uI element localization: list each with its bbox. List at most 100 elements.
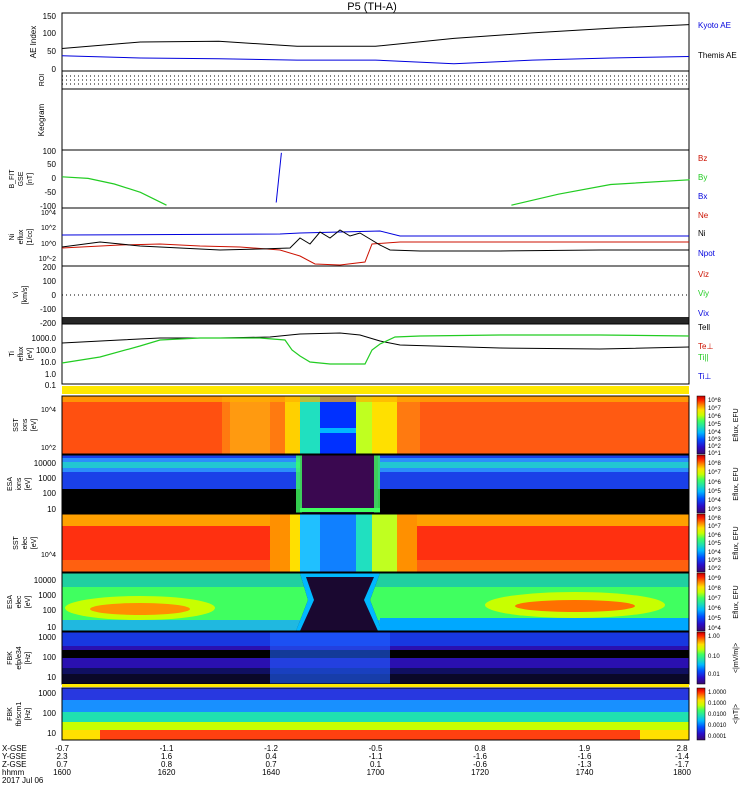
temperature-ylabel-2: eflux [18, 346, 25, 361]
sst-ions-cbar-1e8: 10^8 [708, 398, 721, 404]
fbk-b-cbar-0.1: 0.1000 [708, 701, 727, 707]
sst-elec-cbar-1e8: 10^8 [708, 516, 721, 522]
esa-elec-cbar-label: Eflux, EFU [733, 585, 740, 618]
tick-x-5: 1.9 [579, 744, 591, 753]
tick-z-4: -0.6 [473, 760, 487, 769]
tick-x-6: 2.8 [676, 744, 688, 753]
density-tick-1e0: 10^0 [41, 241, 56, 248]
temperature-tick-1: 1.0 [45, 370, 57, 379]
esa-ions-cbar-1e7: 10^7 [708, 470, 721, 476]
esa-elec-cbar-1e6: 10^6 [708, 606, 721, 612]
legend-vix: Vix [698, 309, 709, 318]
fbk-b-cbar-0.0001: 0.0001 [708, 734, 727, 740]
axis-row-z: Z-GSE [2, 760, 26, 769]
esa-ions-tick-1000: 1000 [38, 474, 56, 483]
tick-y-6: -1.4 [675, 752, 689, 761]
legend-kyoto-ae: Kyoto AE [698, 21, 731, 30]
tick-t-0: 1600 [53, 768, 71, 777]
tick-t-6: 1800 [673, 768, 691, 777]
tick-z-3: 0.1 [370, 760, 382, 769]
fbk-e-cbar-label: <|mV/m|> [733, 643, 740, 673]
esa-ions-cbar-1e3: 10^3 [708, 507, 721, 513]
sst-ions-tick-1e2: 10^2 [41, 445, 56, 452]
fbk-e-colorbar [696, 631, 706, 685]
ae-tick-100: 100 [43, 29, 57, 38]
sst-ions-panel: SST ions [eV] 10^4 10^2 10^8 10^7 10^6 1… [13, 395, 740, 457]
fbk-b-cbar-label: <|nT|> [733, 704, 740, 724]
sst-elec-cbar-1e2: 10^2 [708, 566, 721, 572]
density-tick-1e2: 10^2 [41, 225, 56, 232]
fbk-e-panel: FBK efp/e34 [Hz] 1000 100 10 1.00 0.10 0… [7, 631, 740, 685]
tick-x-0: -0.7 [55, 744, 69, 753]
esa-ions-ylabel-2: ions [16, 477, 23, 490]
axis-row-y: Y-GSE [2, 752, 26, 761]
esa-elec-tick-1000: 1000 [38, 591, 56, 600]
sst-elec-cbar-1e4: 10^4 [708, 550, 721, 556]
tick-column-5: 1.9 -1.6 -1.3 1740 [576, 744, 594, 777]
esa-ions-ylabel-1: ESA [7, 477, 14, 491]
bfit-ylabel-1: B_FIT [9, 169, 16, 189]
esa-elec-ylabel-1: ESA [7, 595, 14, 609]
fbk-b-ylabel-3: [Hz] [25, 708, 32, 721]
tick-column-1: -1.1 1.6 0.8 1620 [158, 744, 176, 777]
bfit-tick-100: 100 [43, 147, 57, 156]
sst-elec-cbar-1e5: 10^5 [708, 541, 721, 547]
tick-y-5: -1.6 [578, 752, 592, 761]
tick-z-0: 0.7 [56, 760, 68, 769]
fbk-e-cbar-1: 1.00 [708, 634, 720, 640]
tick-z-6: -1.7 [675, 760, 689, 769]
legend-themis-ae: Themis AE [698, 51, 737, 60]
legend-npot: Npot [698, 249, 716, 258]
ae-ylabel: AE Index [29, 26, 38, 58]
tick-column-4: 0.8 -1.6 -0.6 1720 [471, 744, 489, 777]
ae-panel: AE Index 150 100 50 0 Kyoto AE Themis AE [29, 12, 737, 74]
sst-ions-colorbar [696, 395, 706, 455]
bfit-ylabel-3: [nT] [27, 173, 34, 185]
tick-y-4: -1.6 [473, 752, 487, 761]
tick-y-2: 0.4 [265, 752, 277, 761]
series-by-late [511, 179, 690, 206]
esa-elec-ylabel-3: [eV] [25, 596, 32, 609]
velocity-tick-100: 100 [43, 277, 57, 286]
tick-x-3: -0.5 [369, 744, 383, 753]
density-ylabel-2: eflux [18, 229, 25, 244]
esa-ions-panel: ESA ions [eV] 10000 1000 100 10 10^8 10^… [7, 454, 740, 514]
temperature-tick-10: 10.0 [40, 358, 56, 367]
fbk-e-tick-1000: 1000 [38, 633, 56, 642]
sst-ions-cbar-1e2: 10^2 [708, 444, 721, 450]
esa-ions-tick-10: 10 [47, 505, 56, 514]
sst-ions-cbar-1e5: 10^5 [708, 422, 721, 428]
tick-z-5: -1.3 [578, 760, 592, 769]
bfit-ylabel-2: GSE [18, 171, 25, 186]
esa-ions-cbar-1e6: 10^6 [708, 480, 721, 486]
velocity-tick-m100: -100 [40, 305, 57, 314]
legend-viz: Viz [698, 270, 709, 279]
tick-column-2: -1.2 0.4 0.7 1640 [262, 744, 280, 777]
ae-tick-0: 0 [52, 65, 57, 74]
esa-elec-cbar-1e4: 10^4 [708, 626, 721, 632]
sst-ions-cbar-1e4: 10^4 [708, 430, 721, 436]
sst-elec-cbar-1e7: 10^7 [708, 524, 721, 530]
velocity-tick-200: 200 [43, 263, 57, 272]
fbk-b-cbar-0.01: 0.0100 [708, 712, 727, 718]
roi-ylabel: ROI [39, 74, 46, 87]
ae-tick-50: 50 [47, 47, 56, 56]
tick-t-5: 1740 [576, 768, 594, 777]
density-ylabel-3: [1/cc] [27, 229, 34, 246]
spin-strip [62, 386, 689, 394]
fbk-b-cbar-1: 1.0000 [708, 690, 727, 696]
legend-tell: Tell [698, 323, 710, 332]
legend-viy: Viy [698, 289, 709, 298]
series-kyoto-ae [61, 24, 690, 49]
sst-elec-cbar-label: Eflux, EFU [733, 526, 740, 559]
tick-y-3: -1.1 [369, 752, 383, 761]
legend-bx: Bx [698, 192, 707, 201]
tick-t-4: 1720 [471, 768, 489, 777]
esa-elec-cbar-1e7: 10^7 [708, 596, 721, 602]
legend-bz: Bz [698, 154, 707, 163]
tick-z-2: 0.7 [265, 760, 277, 769]
bfit-panel: B_FIT GSE [nT] 100 50 0 -50 -100 Bz By B… [9, 147, 707, 211]
series-npot [61, 229, 689, 252]
fbk-e-tick-10: 10 [47, 673, 56, 682]
